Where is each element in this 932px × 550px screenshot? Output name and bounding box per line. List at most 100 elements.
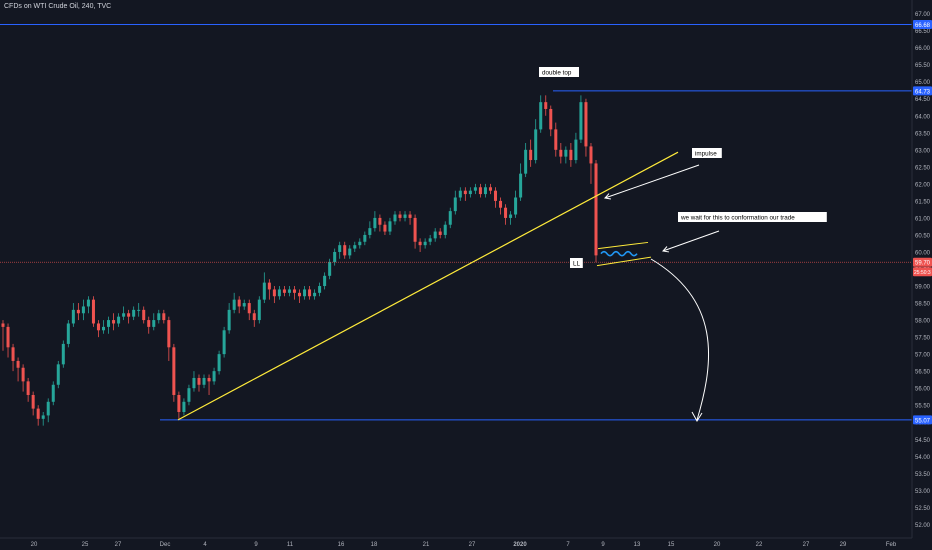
candle-body bbox=[152, 320, 156, 327]
time-tick-label: 21 bbox=[423, 542, 430, 548]
candle-body bbox=[559, 149, 563, 157]
price-tick-label: 52.00 bbox=[915, 523, 931, 529]
candle-body bbox=[182, 401, 186, 413]
price-label-text: 66.68 bbox=[915, 23, 931, 29]
candle-body bbox=[534, 129, 538, 161]
candle-body bbox=[142, 309, 146, 321]
candle-body bbox=[51, 384, 55, 402]
price-tick-label: 57.00 bbox=[915, 353, 931, 359]
candle-body bbox=[127, 313, 131, 317]
candle-body bbox=[499, 200, 503, 208]
ll-label: LL bbox=[573, 261, 581, 268]
candle-body bbox=[504, 207, 508, 218]
target-curve-arrow-head bbox=[691, 411, 703, 422]
candle-body bbox=[262, 282, 266, 300]
time-tick-label: 16 bbox=[338, 542, 345, 548]
candle-body bbox=[91, 299, 95, 324]
price-label-box bbox=[913, 20, 932, 30]
candle-body bbox=[122, 313, 126, 317]
candle-body bbox=[318, 286, 322, 293]
candle-body bbox=[443, 224, 447, 235]
candle-body bbox=[112, 320, 116, 324]
price-tick-label: 56.50 bbox=[915, 370, 931, 376]
candle-body bbox=[267, 282, 271, 290]
time-tick-label: 27 bbox=[115, 542, 122, 548]
candle-body bbox=[217, 354, 221, 372]
candle-body bbox=[313, 292, 317, 297]
price-label-text: 55.07 bbox=[915, 418, 931, 424]
candle-body bbox=[257, 299, 261, 321]
countdown-box bbox=[913, 267, 932, 277]
candle-body bbox=[177, 394, 181, 413]
candle-body bbox=[21, 367, 25, 382]
candle-body bbox=[574, 139, 578, 161]
time-tick-label: 4 bbox=[203, 542, 207, 548]
candle-body bbox=[398, 214, 402, 218]
candle-body bbox=[549, 108, 553, 130]
candle-body bbox=[197, 377, 201, 385]
price-tick-label: 67.00 bbox=[915, 12, 931, 18]
candle-body bbox=[524, 149, 528, 174]
candle-body bbox=[413, 217, 417, 242]
price-tick-label: 61.00 bbox=[915, 216, 931, 222]
price-tick-label: 58.50 bbox=[915, 302, 931, 308]
candle-body bbox=[172, 347, 176, 395]
double-top-label: double top bbox=[542, 70, 572, 77]
candle-body bbox=[117, 316, 121, 324]
time-tick-label: 9 bbox=[254, 542, 258, 548]
candle-body bbox=[247, 303, 251, 314]
candle-body bbox=[529, 149, 533, 161]
horizontal-levels bbox=[0, 24, 912, 421]
time-tick-label: 20 bbox=[714, 542, 721, 548]
price-tick-label: 63.00 bbox=[915, 148, 931, 154]
candle-body bbox=[232, 299, 236, 310]
price-tick-label: 56.00 bbox=[915, 387, 931, 393]
chart-title: CFDs on WTI Crude Oil, 240, TVC bbox=[4, 3, 112, 10]
candle-body bbox=[76, 309, 80, 314]
candle-body bbox=[56, 364, 60, 385]
price-tick-label: 60.00 bbox=[915, 250, 931, 256]
time-axis: 20 25 27 Dec 4 9 11 16 18 21 27 2020 7 9 13 15 20 22 27 29 F… bbox=[0, 537, 912, 548]
candle-body bbox=[287, 289, 291, 293]
candle-body bbox=[222, 330, 226, 355]
candle-body bbox=[453, 197, 457, 212]
candle-body bbox=[212, 371, 216, 382]
candle-body bbox=[589, 146, 593, 164]
price-tick-label: 65.50 bbox=[915, 63, 931, 69]
candle-body bbox=[61, 343, 65, 365]
price-tick-label: 64.00 bbox=[915, 114, 931, 120]
candle-body bbox=[282, 289, 286, 293]
candle-body bbox=[564, 149, 568, 157]
price-tick-label: 55.50 bbox=[915, 404, 931, 410]
price-label-text: 64.73 bbox=[915, 89, 931, 95]
price-tick-label: 62.00 bbox=[915, 182, 931, 188]
candle-body bbox=[408, 214, 412, 218]
candle-body bbox=[418, 241, 422, 246]
candle-body bbox=[478, 187, 482, 195]
time-tick-label: Dec bbox=[160, 542, 171, 548]
candle-body bbox=[328, 262, 332, 276]
time-tick-label: 13 bbox=[634, 542, 641, 548]
candle-body bbox=[388, 221, 392, 232]
candle-body bbox=[373, 217, 377, 229]
candle-body bbox=[544, 102, 548, 109]
price-tick-label: 65.00 bbox=[915, 80, 931, 86]
drawings: double top impulse we wait for this to con… bbox=[177, 67, 827, 422]
price-tick-label: 53.50 bbox=[915, 472, 931, 478]
wait-label-box bbox=[678, 212, 827, 222]
candle-body bbox=[438, 231, 442, 235]
candle-body bbox=[363, 234, 367, 242]
candle-body bbox=[488, 187, 492, 191]
candle-body bbox=[579, 102, 583, 140]
candle-body bbox=[6, 326, 10, 348]
target-curve-arrow bbox=[650, 258, 709, 421]
price-tick-label: 59.00 bbox=[915, 285, 931, 291]
candle-body bbox=[509, 214, 513, 218]
candle-body bbox=[242, 303, 246, 307]
candle-body bbox=[192, 377, 196, 389]
candle-body bbox=[11, 347, 15, 361]
candle-body bbox=[167, 320, 171, 348]
candle-body bbox=[308, 289, 312, 297]
candle-body bbox=[303, 289, 307, 297]
